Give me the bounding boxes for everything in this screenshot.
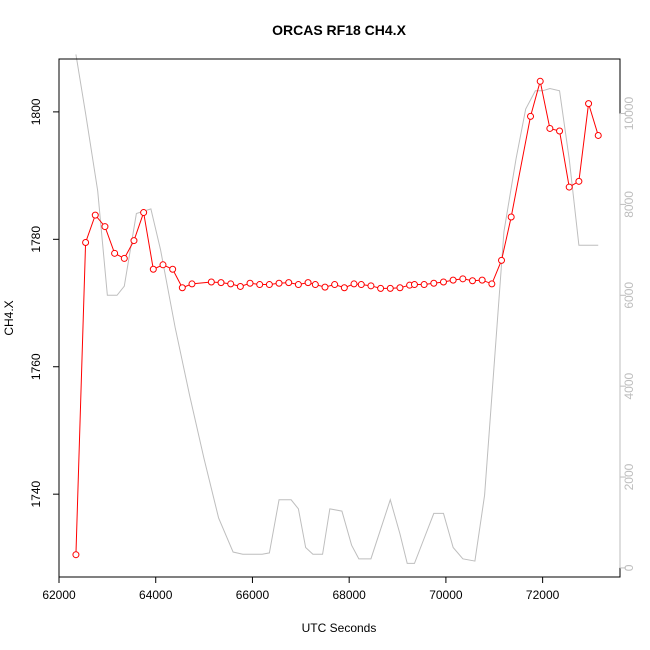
ch4-point bbox=[459, 275, 467, 283]
ch4-point bbox=[217, 279, 225, 287]
ch4-point bbox=[488, 280, 496, 288]
series-ch4 bbox=[72, 77, 602, 559]
ch4-point bbox=[585, 100, 593, 108]
ch4-point bbox=[331, 281, 339, 289]
x-tick-label: 64000 bbox=[139, 588, 173, 602]
ch4-line bbox=[75, 81, 599, 555]
y-tick-label: 1800 bbox=[29, 98, 43, 125]
ch4-point bbox=[575, 177, 583, 185]
ch4-point bbox=[439, 278, 447, 286]
y2-tick-label: 2000 bbox=[622, 463, 636, 490]
y-axis-right: 0 2000 4000 6000 8000 10000 bbox=[619, 97, 636, 571]
x-tick-label: 72000 bbox=[526, 588, 560, 602]
ch4-point bbox=[140, 209, 148, 217]
ch4-point bbox=[340, 284, 348, 292]
ch4-point bbox=[350, 280, 358, 288]
y2-tick-label: 8000 bbox=[622, 191, 636, 218]
ch4-point bbox=[294, 281, 302, 289]
ch4-point bbox=[565, 183, 573, 191]
ch4-point bbox=[556, 127, 564, 135]
y2-tick-label: 4000 bbox=[622, 372, 636, 399]
ch4-point bbox=[304, 279, 312, 287]
ch4-point bbox=[478, 276, 486, 284]
x-tick-label: 66000 bbox=[236, 588, 270, 602]
plot-frame bbox=[58, 58, 621, 578]
ch4-point bbox=[275, 279, 283, 287]
y-tick-label: 1740 bbox=[29, 481, 43, 508]
ch4-point bbox=[449, 276, 457, 284]
y2-tick-label: 10000 bbox=[622, 97, 636, 131]
ch4-point bbox=[82, 238, 90, 246]
ch4-point bbox=[507, 213, 515, 221]
ch4-point bbox=[357, 281, 365, 289]
y-axis-label: CH4.X bbox=[2, 300, 16, 335]
ch4-point bbox=[367, 282, 375, 290]
ch4-point bbox=[188, 280, 196, 288]
ch4-point bbox=[227, 280, 235, 288]
ch4-point bbox=[159, 261, 167, 269]
ch4-point bbox=[594, 131, 602, 139]
x-tick-label: 68000 bbox=[332, 588, 366, 602]
y-tick-label: 1780 bbox=[29, 226, 43, 253]
ch4-point bbox=[285, 279, 293, 287]
ch4-point bbox=[527, 112, 535, 120]
ch4-point bbox=[321, 283, 329, 291]
ch4-point bbox=[178, 284, 186, 292]
ch4-point bbox=[256, 281, 264, 289]
series-altitude bbox=[75, 54, 599, 564]
ch4-point bbox=[546, 124, 554, 132]
ch4-point bbox=[149, 265, 157, 273]
ch4-point bbox=[169, 265, 177, 273]
ch4-point bbox=[396, 284, 404, 292]
ch4-point bbox=[311, 281, 319, 289]
ch4-point bbox=[498, 256, 506, 264]
x-tick-label: 62000 bbox=[42, 588, 76, 602]
y2-tick-label: 0 bbox=[622, 564, 636, 571]
ch4-point bbox=[91, 211, 99, 219]
ch4-point bbox=[468, 277, 476, 285]
y-axis-left: 1740 1760 1780 1800 bbox=[29, 98, 60, 508]
ch4-point bbox=[386, 284, 394, 292]
ch4-point bbox=[72, 551, 80, 559]
ch4-point bbox=[410, 281, 418, 289]
chart-title: ORCAS RF18 CH4.X bbox=[272, 22, 406, 38]
ch4-point bbox=[111, 249, 119, 257]
altitude-line bbox=[75, 54, 599, 564]
ch4-point bbox=[430, 279, 438, 287]
x-axis-label: UTC Seconds bbox=[302, 621, 377, 635]
x-tick-label: 70000 bbox=[429, 588, 463, 602]
ch4-point bbox=[377, 284, 385, 292]
ch4-point bbox=[265, 281, 273, 289]
x-axis: 62000 64000 66000 68000 70000 72000 bbox=[42, 576, 560, 602]
ch4-point bbox=[536, 77, 544, 85]
ch4-point bbox=[420, 281, 428, 289]
ch4-point bbox=[207, 278, 215, 286]
ch4-point bbox=[101, 223, 109, 231]
ch4-point bbox=[246, 279, 254, 287]
y-tick-label: 1760 bbox=[29, 353, 43, 380]
y2-tick-label: 6000 bbox=[622, 282, 636, 309]
ch4-point bbox=[120, 254, 128, 262]
ch4-point bbox=[130, 237, 138, 245]
ch4-point bbox=[236, 282, 244, 290]
